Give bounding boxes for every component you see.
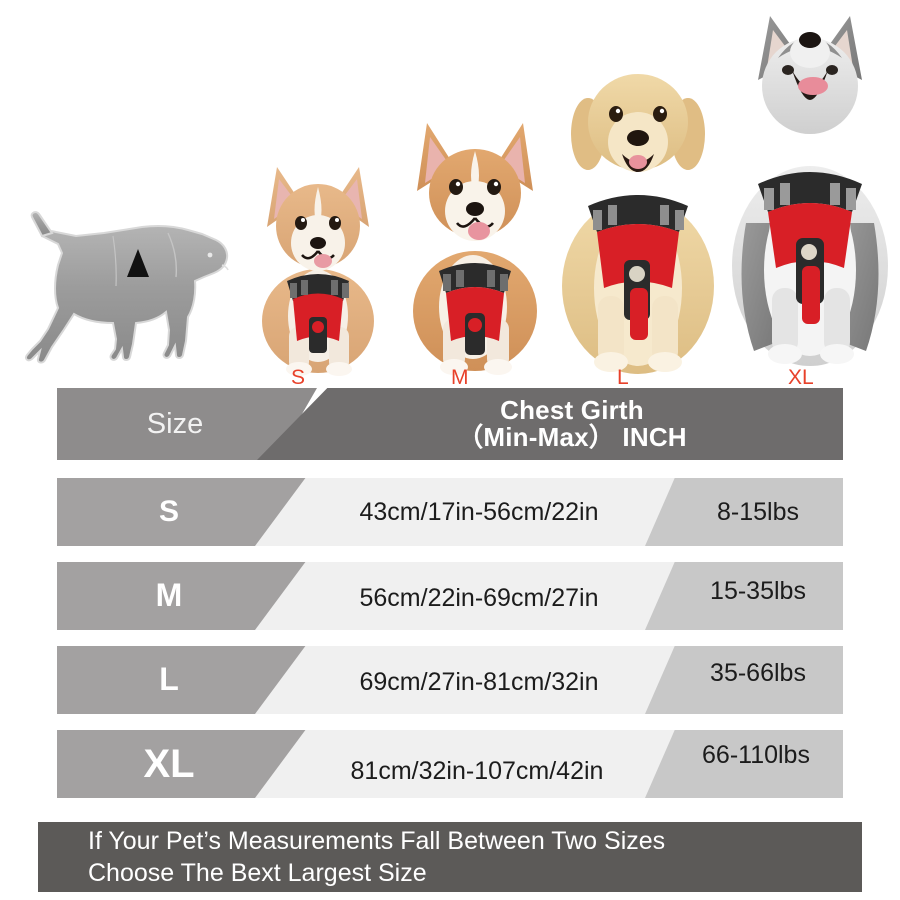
cell-girth-m: 56cm/22in-69cm/27in: [255, 562, 675, 630]
dog-photo-strip: S M L XL: [0, 0, 900, 392]
footer-note-text: If Your Pet’s Measurements Fall Between …: [88, 827, 666, 887]
cell-girth-l: 69cm/27in-81cm/32in: [255, 646, 675, 714]
header-size-label: Size: [146, 407, 204, 440]
harness-s: [287, 274, 349, 353]
dog-photo-m: [413, 123, 537, 375]
size-tag-l: L: [617, 366, 629, 389]
size-tag-xl: XL: [788, 366, 814, 389]
chest-girth-arrow: [127, 249, 149, 277]
table-row-l: L 69cm/27in-81cm/32in 35-66lbs: [0, 646, 900, 714]
cell-weight-m: 15-35lbs: [645, 562, 843, 630]
dog-photo-s: [262, 167, 374, 376]
footer-note: If Your Pet’s Measurements Fall Between …: [38, 822, 862, 892]
table-row-xl: XL 81cm/32in-107cm/42in 66-110lbs: [0, 730, 900, 798]
size-table: Size Chest Girth （Min-Max） INCH S 43cm/1…: [0, 388, 900, 814]
harness-l: [588, 195, 688, 340]
size-tag-m: M: [451, 366, 469, 389]
table-row-m: M 56cm/22in-69cm/27in 15-35lbs: [0, 562, 900, 630]
table-row-s: S 43cm/17in-56cm/22in 8-15lbs: [0, 478, 900, 546]
dog-measure-silhouette: [24, 211, 229, 364]
harness-xl: [758, 172, 862, 324]
cell-weight-s: 8-15lbs: [645, 478, 843, 546]
size-tag-s: S: [291, 366, 306, 389]
table-header-row: Size Chest Girth （Min-Max） INCH: [0, 388, 900, 460]
dog-photo-xl: [732, 16, 888, 366]
cell-weight-xl: 66-110lbs: [645, 730, 843, 798]
dog-photo-l: [562, 74, 714, 374]
cell-weight-l: 35-66lbs: [645, 646, 843, 714]
cell-girth-s: 43cm/17in-56cm/22in: [255, 478, 675, 546]
harness-m: [439, 263, 511, 355]
header-cell-girth: Chest Girth （Min-Max） INCH: [257, 388, 843, 460]
header-girth-label: Chest Girth （Min-Max） INCH: [457, 394, 687, 452]
cell-girth-xl: 81cm/32in-107cm/42in: [255, 730, 675, 798]
